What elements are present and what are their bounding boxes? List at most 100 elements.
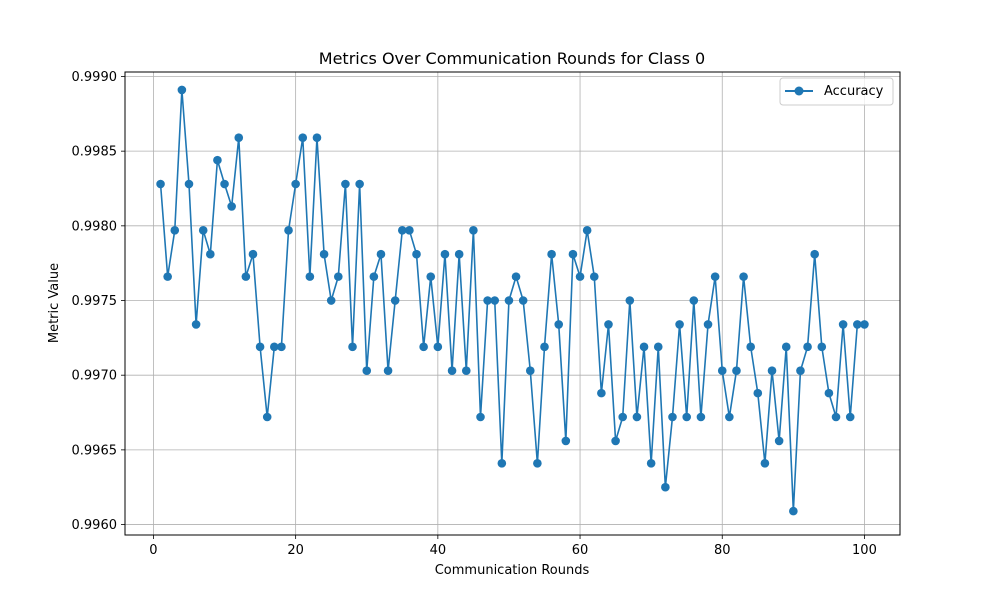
data-point (781, 342, 791, 352)
data-point (661, 482, 670, 492)
data-point (561, 436, 571, 446)
data-point (319, 249, 329, 259)
data-point (774, 436, 784, 446)
data-point (248, 249, 258, 259)
data-point (341, 179, 350, 189)
data-point (597, 388, 606, 398)
data-point (355, 179, 364, 189)
data-point (803, 342, 812, 352)
y-tick-label: 0.9960 (72, 518, 118, 533)
y-axis-label: Metric Value (47, 263, 62, 343)
data-point (753, 388, 763, 398)
x-tick-label: 40 (430, 543, 447, 558)
data-point (426, 272, 436, 281)
data-point (362, 366, 372, 376)
data-point (440, 249, 450, 259)
data-point (853, 320, 862, 329)
data-point (497, 459, 507, 468)
data-point (504, 296, 514, 305)
data-point (405, 226, 414, 235)
data-point (461, 366, 471, 376)
x-tick-label: 60 (572, 543, 589, 558)
data-point (796, 366, 805, 376)
data-point (255, 342, 265, 352)
x-tick-label: 0 (149, 543, 157, 558)
data-point (291, 179, 300, 189)
data-point (284, 226, 293, 235)
data-point (163, 272, 172, 281)
data-point (710, 272, 720, 281)
data-point (198, 226, 208, 235)
data-point (419, 342, 428, 352)
data-point (717, 366, 727, 376)
data-point (831, 412, 841, 422)
data-point (760, 459, 770, 468)
data-point (483, 296, 492, 305)
data-point (191, 320, 201, 329)
x-tick-label: 20 (287, 543, 304, 558)
data-point (533, 459, 542, 468)
data-point (668, 412, 677, 422)
data-point (625, 296, 635, 305)
data-point (412, 249, 421, 259)
legend-label-accuracy: Accuracy (824, 84, 884, 99)
data-point (469, 226, 478, 235)
data-point (618, 412, 628, 422)
data-point (511, 272, 521, 281)
data-point (213, 155, 222, 165)
plot-area-frame (124, 71, 901, 536)
data-point (582, 226, 592, 235)
data-point (177, 85, 187, 95)
legend: Accuracy (779, 77, 894, 106)
data-point (646, 459, 656, 468)
data-point (206, 249, 215, 259)
data-point (810, 249, 819, 259)
data-point (348, 342, 357, 352)
data-point (369, 272, 379, 281)
data-point (838, 320, 848, 329)
x-axis-ticks: 0 20 40 60 80 100 (149, 535, 877, 558)
data-point (739, 272, 748, 281)
data-point (433, 342, 443, 352)
data-point (653, 342, 663, 352)
data-point (575, 272, 585, 281)
data-point (312, 133, 322, 143)
data-point (696, 412, 706, 422)
data-point (589, 272, 599, 281)
data-point (817, 342, 827, 352)
data-point (604, 320, 613, 329)
data-point (518, 296, 528, 305)
data-point (262, 412, 272, 422)
legend-box (779, 77, 894, 106)
data-point (824, 388, 834, 398)
data-point (447, 366, 457, 376)
data-point (476, 412, 485, 422)
data-point (390, 296, 400, 305)
data-point (789, 506, 798, 516)
y-tick-label: 0.9965 (72, 443, 118, 458)
data-point (234, 133, 244, 143)
data-point (746, 342, 755, 352)
legend-point-marker (794, 86, 804, 96)
data-point (525, 366, 535, 376)
data-point (732, 366, 741, 376)
data-point (682, 412, 691, 422)
chart-title: Metrics Over Communication Rounds for Cl… (319, 49, 705, 68)
data-point (397, 226, 407, 235)
data-point (689, 296, 699, 305)
data-point (767, 366, 777, 376)
y-tick-label: 0.9970 (72, 369, 118, 384)
data-point (184, 179, 194, 189)
x-axis-label: Communication Rounds (435, 563, 590, 578)
data-point (376, 249, 386, 259)
data-point (675, 320, 684, 329)
data-point (326, 296, 336, 305)
data-point (611, 436, 620, 446)
data-point (156, 179, 165, 189)
data-point (227, 202, 236, 211)
y-axis-ticks: 0.9960 0.9965 0.9970 0.9975 0.9980 0.9985 0.99… (72, 70, 125, 533)
data-point (383, 366, 393, 376)
data-point (241, 272, 251, 281)
x-tick-label: 80 (714, 543, 731, 558)
